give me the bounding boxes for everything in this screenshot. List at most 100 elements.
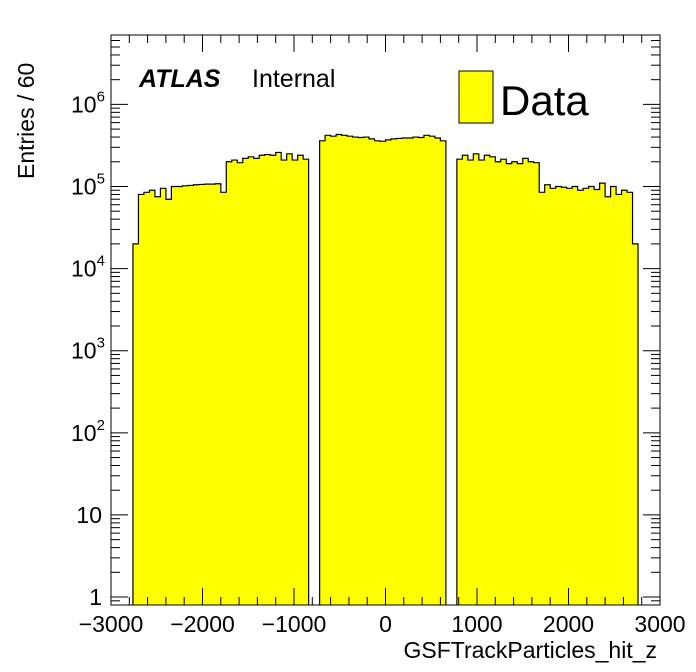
histogram-bin xyxy=(176,186,183,605)
histogram-bin xyxy=(248,156,255,606)
atlas-label: ATLAS xyxy=(138,65,221,93)
histogram-bin xyxy=(407,137,414,605)
histogram-bin xyxy=(495,161,502,605)
histogram-bin xyxy=(555,186,562,605)
histogram-bin xyxy=(621,190,628,605)
histogram-bin xyxy=(610,186,617,605)
x-tick-label: −2000 xyxy=(170,611,235,637)
histogram-bin xyxy=(352,137,359,605)
histogram-bin xyxy=(506,163,513,606)
histogram-bin xyxy=(577,190,584,605)
histogram-outline xyxy=(132,133,639,605)
histogram-bin xyxy=(259,155,266,605)
histogram-bin xyxy=(605,196,611,605)
histogram-bin xyxy=(627,192,633,606)
histogram-bin xyxy=(572,186,578,605)
histogram-bin xyxy=(253,158,260,605)
x-tick-label: 0 xyxy=(379,611,392,637)
y-tick-label: 106 xyxy=(71,88,105,117)
histogram-bin xyxy=(528,161,535,605)
histogram-bin xyxy=(429,136,436,605)
histogram-bin xyxy=(220,192,227,606)
histogram-bin xyxy=(231,160,238,606)
histogram-bin xyxy=(193,184,200,605)
histogram-bin xyxy=(237,162,244,605)
histogram-bin xyxy=(434,137,441,605)
histogram-bin xyxy=(616,194,622,605)
histogram-bin xyxy=(358,137,364,605)
histogram-bin xyxy=(533,162,540,605)
histogram-bin xyxy=(412,137,419,605)
x-tick-label: 3000 xyxy=(634,611,685,637)
histogram-bin xyxy=(292,160,298,606)
histogram-bin xyxy=(138,194,145,605)
histogram-bin xyxy=(132,243,139,605)
histogram-bin xyxy=(517,163,524,606)
x-tick-label: 1000 xyxy=(451,611,502,637)
histogram-bin xyxy=(149,190,156,605)
histogram-bin xyxy=(522,158,529,605)
histogram-bin xyxy=(594,189,600,605)
y-tick-label: 105 xyxy=(71,171,105,200)
histogram-bin xyxy=(473,153,480,605)
histogram-bin xyxy=(347,136,353,605)
histogram-bin xyxy=(198,184,205,606)
histogram-bin xyxy=(566,188,573,605)
x-tick-labels: −3000 −2000 −1000 0 1000 2000 3000 xyxy=(79,611,686,637)
histogram-bin xyxy=(171,186,178,605)
axis-ticks xyxy=(110,34,661,605)
histogram-bin xyxy=(462,155,469,605)
histogram-bin xyxy=(215,183,222,605)
x-tick-label: −3000 xyxy=(79,611,144,637)
histogram-bin xyxy=(341,135,348,605)
histogram-bin xyxy=(544,184,551,605)
histogram-bin xyxy=(467,160,474,606)
histogram-bin xyxy=(374,140,381,605)
histogram-bin xyxy=(456,159,463,605)
histogram-bin xyxy=(303,159,309,605)
histogram-bin xyxy=(583,188,589,605)
histogram-bin xyxy=(204,184,211,605)
histogram-bin xyxy=(489,156,496,606)
histogram-bin xyxy=(154,196,161,605)
histogram-bin xyxy=(380,141,386,605)
y-tick-label: 1 xyxy=(89,584,102,610)
histogram-bin xyxy=(270,155,276,605)
histogram-bin xyxy=(561,187,567,605)
histogram-bin xyxy=(511,161,518,605)
legend-swatch-data xyxy=(458,70,494,124)
internal-label: Internal xyxy=(252,65,335,93)
histogram-bin xyxy=(264,154,271,606)
histogram-bin xyxy=(385,139,392,605)
histogram-bin xyxy=(423,135,430,605)
histogram-bin xyxy=(440,140,447,605)
histogram-bin xyxy=(539,192,546,606)
y-axis-title: Entries / 60 xyxy=(13,63,39,179)
histogram-bin xyxy=(500,159,507,605)
histogram-bin xyxy=(187,185,194,605)
legend-label-data: Data xyxy=(500,77,589,124)
y-tick-label: 10 xyxy=(76,502,102,528)
histogram-bin xyxy=(275,152,282,605)
histogram-bin xyxy=(209,184,216,605)
histogram-bin xyxy=(297,155,304,605)
histogram-bin xyxy=(599,183,606,605)
histogram-bin xyxy=(390,138,397,605)
y-tick-labels: 1 10 102 103 104 105 106 xyxy=(71,88,105,610)
x-axis-title: GSFTrackParticles_hit_z xyxy=(404,637,658,663)
histogram-bin xyxy=(336,134,342,606)
histogram-bin xyxy=(550,188,556,605)
histogram-bin xyxy=(160,188,167,605)
histogram-bin xyxy=(286,153,293,605)
histogram-bin xyxy=(330,136,337,605)
y-tick-label: 102 xyxy=(71,417,105,446)
histogram-bin xyxy=(226,161,233,605)
histogram-bin xyxy=(478,160,485,606)
histogram-bin xyxy=(369,138,375,605)
histogram-bin xyxy=(418,137,425,605)
y-tick-label: 104 xyxy=(71,253,105,282)
histogram-bin xyxy=(588,186,595,605)
histogram-bin xyxy=(484,155,491,605)
y-tick-label: 103 xyxy=(71,335,105,364)
